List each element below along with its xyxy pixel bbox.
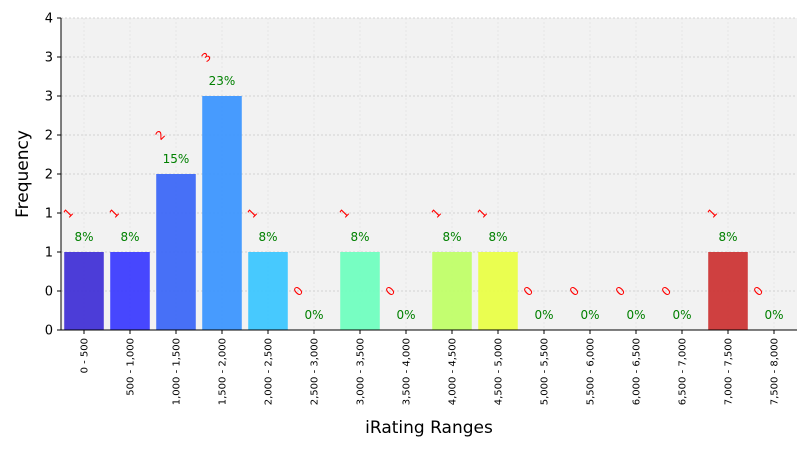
y-tick-label-8: 4 [45, 12, 53, 27]
percent-label-3: 23% [209, 74, 236, 88]
percent-label-8: 8% [442, 230, 461, 244]
x-tick-label-6: 3,000 - 3,500 [356, 338, 367, 405]
y-axis-label: Frequency [13, 130, 33, 218]
x-tick-label-3: 1,500 - 2,000 [218, 338, 229, 405]
x-axis-label: iRating Ranges [365, 418, 493, 438]
y-tick-label-7: 3 [45, 51, 53, 66]
x-tick-label-2: 1,000 - 1,500 [172, 338, 183, 405]
y-axis-ticks: 0 0 1 1 2 2 3 3 4 [45, 12, 61, 339]
bar-14 [708, 252, 748, 330]
y-tick-label-3: 1 [45, 207, 53, 222]
x-tick-label-0: 0 - 500 [80, 338, 91, 373]
y-tick-label-0: 0 [45, 324, 53, 339]
bar-9 [478, 252, 518, 330]
percent-label-11: 0% [580, 308, 599, 322]
x-tick-label-10: 5,000 - 5,500 [540, 338, 551, 405]
x-tick-label-5: 2,500 - 3,000 [310, 338, 321, 405]
bar-1 [110, 252, 150, 330]
x-tick-label-7: 3,500 - 4,000 [402, 338, 413, 405]
bar-3 [202, 96, 242, 330]
percent-label-5: 0% [304, 308, 323, 322]
x-tick-label-14: 7,000 - 7,500 [724, 338, 735, 405]
bars [64, 96, 748, 330]
percent-label-1: 8% [120, 230, 139, 244]
percent-label-14: 8% [718, 230, 737, 244]
bar-0 [64, 252, 104, 330]
percent-label-6: 8% [350, 230, 369, 244]
percent-label-0: 8% [74, 230, 93, 244]
x-tick-label-11: 5,500 - 6,000 [586, 338, 597, 405]
x-tick-label-1: 500 - 1,000 [126, 338, 137, 396]
bar-2 [156, 174, 196, 330]
percent-label-4: 8% [258, 230, 277, 244]
bar-8 [432, 252, 472, 330]
bar-4 [248, 252, 288, 330]
percent-label-15: 0% [764, 308, 783, 322]
y-tick-label-5: 2 [45, 129, 53, 144]
x-tick-label-8: 4,000 - 4,500 [448, 338, 459, 405]
bar-6 [340, 252, 380, 330]
y-tick-label-1: 0 [45, 285, 53, 300]
y-tick-label-6: 3 [45, 90, 53, 105]
x-tick-label-15: 7,500 - 8,000 [770, 338, 781, 405]
percent-label-7: 0% [396, 308, 415, 322]
percent-label-13: 0% [672, 308, 691, 322]
y-tick-label-2: 1 [45, 246, 53, 261]
x-tick-label-13: 6,500 - 7,000 [678, 338, 689, 405]
x-tick-label-12: 6,000 - 6,500 [632, 338, 643, 405]
x-tick-label-9: 4,500 - 5,000 [494, 338, 505, 405]
x-axis-ticks: 0 - 500 500 - 1,000 1,000 - 1,500 1,500 - 2… [80, 330, 781, 405]
x-tick-label-4: 2,000 - 2,500 [264, 338, 275, 405]
percent-label-2: 15% [163, 152, 190, 166]
percent-label-12: 0% [626, 308, 645, 322]
y-tick-label-4: 2 [45, 168, 53, 183]
percent-label-10: 0% [534, 308, 553, 322]
percent-label-9: 8% [488, 230, 507, 244]
